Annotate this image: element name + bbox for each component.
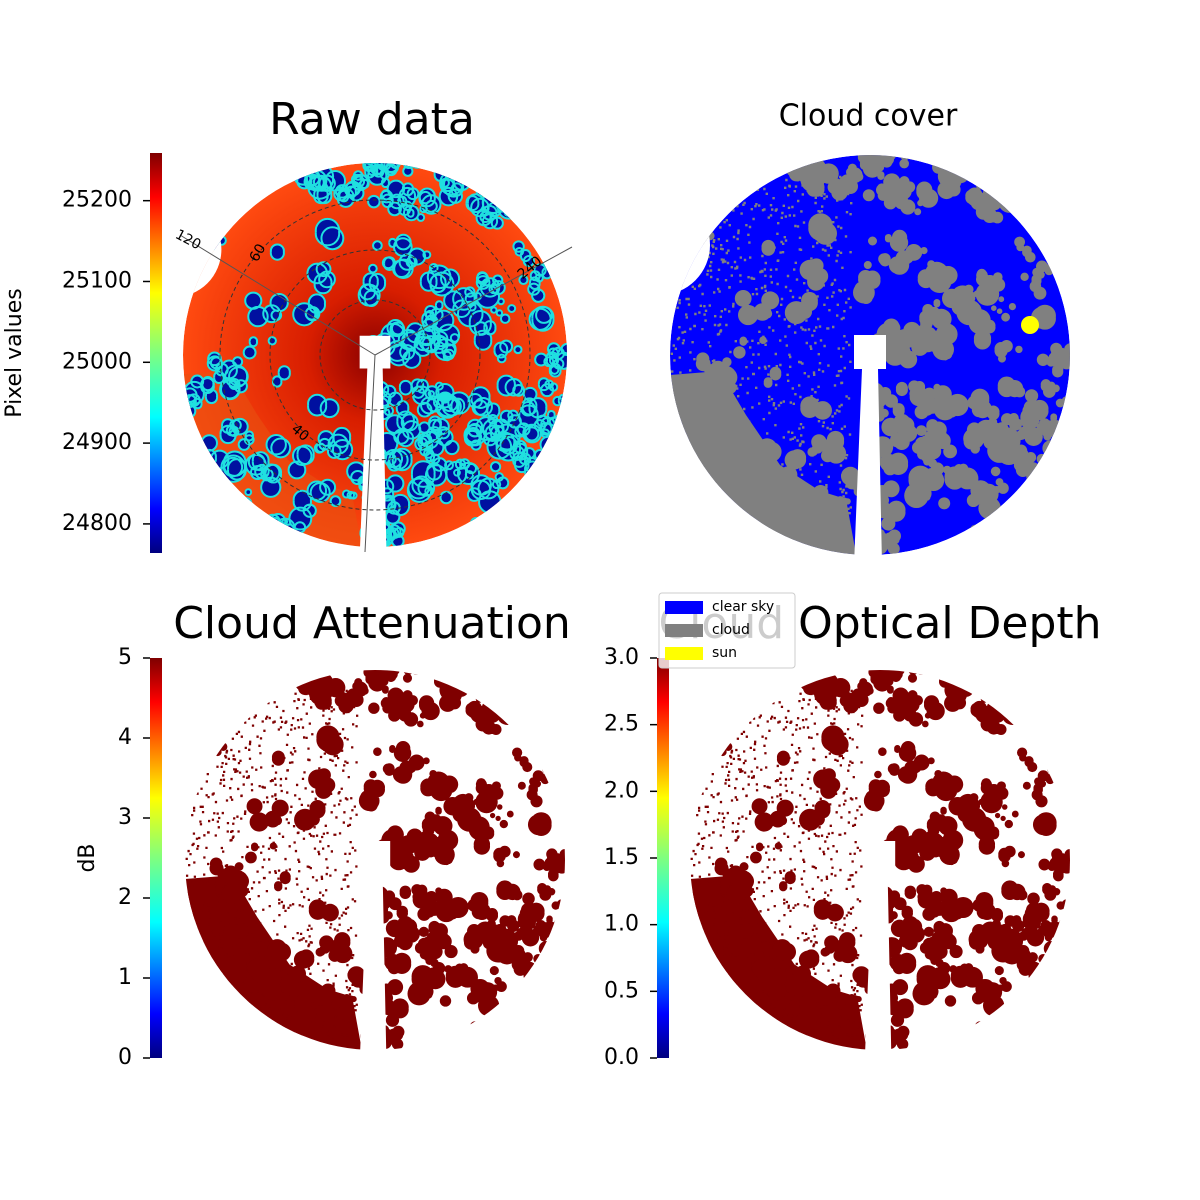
chart-title: Cloud Attenuation bbox=[173, 598, 571, 649]
cloud-blobs bbox=[670, 155, 1070, 555]
colorbar bbox=[150, 153, 162, 553]
colorbar-label: Pixel values bbox=[2, 288, 27, 417]
notch bbox=[670, 194, 711, 295]
colorbar-tick-label: 1.5 bbox=[604, 845, 639, 870]
notch bbox=[183, 201, 222, 298]
colorbar bbox=[657, 658, 669, 1058]
colorbar-tick-label: 3.0 bbox=[604, 645, 639, 670]
chart-title: Raw data bbox=[269, 94, 475, 145]
colorbar-tick-label: 24800 bbox=[62, 511, 132, 536]
mast bbox=[359, 841, 391, 1060]
mast bbox=[854, 335, 886, 565]
polar-label: 120 bbox=[172, 227, 203, 254]
colorbar-tick-label: 0.0 bbox=[604, 1045, 639, 1070]
legend-swatch bbox=[665, 624, 703, 637]
image bbox=[183, 163, 567, 557]
legend-swatch bbox=[665, 601, 703, 614]
colorbar-tick-label: 25000 bbox=[62, 349, 132, 374]
colorbar-tick-label: 0.5 bbox=[604, 978, 639, 1003]
colorbar-label: dB bbox=[75, 843, 100, 872]
image bbox=[185, 670, 565, 1060]
colorbar-tick-label: 24900 bbox=[62, 430, 132, 455]
colorbar-tick-label: 2.0 bbox=[604, 778, 639, 803]
polar-label: 60 bbox=[247, 241, 270, 264]
colorbar-tick-label: 0 bbox=[118, 1045, 132, 1070]
cloud-blobs bbox=[690, 670, 1070, 1050]
legend-label: cloud bbox=[712, 622, 750, 638]
colorbar-tick-label: 2 bbox=[118, 885, 132, 910]
legend-label: sun bbox=[712, 645, 737, 661]
polar-ring bbox=[269, 249, 481, 461]
mast bbox=[864, 841, 896, 1060]
image-clip bbox=[670, 155, 1070, 555]
polar-spoke bbox=[179, 234, 573, 553]
legend: clear sky cloud sun bbox=[658, 592, 796, 669]
cloud-blobs bbox=[185, 670, 565, 1050]
polar-ring bbox=[319, 299, 431, 411]
colorbar-tick-label: 3 bbox=[118, 805, 132, 830]
polar-overlay bbox=[179, 199, 573, 553]
colorbar-tick-label: 4 bbox=[118, 725, 132, 750]
chart-title: Cloud cover bbox=[779, 99, 958, 134]
colorbar-tick-label: 25200 bbox=[62, 188, 132, 213]
colorbar-tick-label: 1 bbox=[118, 965, 132, 990]
image-clip bbox=[183, 163, 567, 547]
colorbar-tick-label: 25100 bbox=[62, 268, 132, 293]
colorbar-tick-label: 1.0 bbox=[604, 912, 639, 937]
image bbox=[670, 155, 1070, 565]
polar-ring bbox=[219, 199, 531, 511]
sun bbox=[1021, 316, 1039, 334]
image bbox=[690, 670, 1070, 1060]
colorbar-tick-label: 2.5 bbox=[604, 712, 639, 737]
legend-label: clear sky bbox=[712, 599, 774, 615]
legend-swatch bbox=[665, 647, 703, 660]
colorbar-tick-label: 5 bbox=[118, 645, 132, 670]
colorbar bbox=[150, 658, 162, 1058]
